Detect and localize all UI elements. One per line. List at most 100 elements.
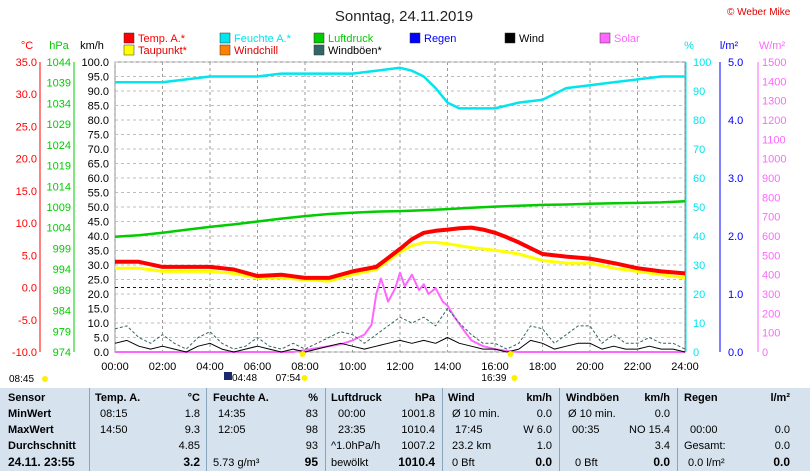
solar-tick: 800: [762, 192, 780, 204]
pressure-tick: 1029: [47, 119, 71, 131]
legend-swatch: [409, 32, 421, 44]
legend-swatch: [313, 44, 325, 56]
axis-units: °C hPa km/h% l/m² W/m²: [21, 40, 786, 52]
wind-unit-label: km/h: [80, 40, 104, 52]
legend-swatch: [123, 44, 135, 56]
stats-row-min: MinWert: [8, 408, 52, 420]
stats-rain-row3-value: 0.0: [774, 440, 790, 452]
legend-label: Windchill: [234, 45, 278, 57]
stats-table: Sensor MinWert MaxWert Durchschnitt 24.1…: [0, 388, 810, 471]
moon-icon: [224, 372, 232, 380]
legend-label: Temp. A.*: [138, 33, 186, 45]
wind-tick: 0.0: [94, 347, 109, 359]
legend-label: Solar: [614, 33, 640, 45]
sunrise-time-label: 07:54: [276, 373, 301, 384]
stats-temp-avg: 4.85: [178, 440, 200, 452]
stats-gust-row2-time: 00:35: [572, 424, 600, 436]
marker-time-label: 04:48: [232, 373, 257, 384]
stats-wind-header: Wind: [448, 392, 475, 404]
stats-humidity-min-time: 14:35: [218, 408, 246, 420]
wind-tick: 85.0: [88, 101, 109, 113]
x-tick-label: 24:00: [671, 361, 699, 373]
stats-gust-unit: km/h: [644, 392, 670, 404]
rain-tick: 1.0: [728, 289, 743, 301]
stats-pressure-min-time: 00:00: [338, 408, 366, 420]
stats-gust-row3-value: 3.4: [654, 440, 670, 452]
legend-swatch: [219, 32, 231, 44]
stats-row-max: MaxWert: [8, 424, 54, 436]
x-tick-label: 08:00: [291, 361, 319, 373]
stats-humidity-header: Feuchte A.: [213, 392, 269, 404]
sunset-marker: [507, 351, 514, 357]
x-tick-label: 16:00: [481, 361, 509, 373]
wind-tick: 15.0: [88, 304, 109, 316]
stats-row-current: 24.11. 23:55: [8, 455, 75, 469]
pressure-tick: 1024: [47, 140, 71, 152]
solar-tick: 1400: [762, 76, 786, 88]
x-tick-label: 18:00: [529, 361, 557, 373]
legend-label: Luftdruck: [328, 33, 374, 45]
series-feuchte-a: [115, 66, 685, 110]
sun-icon: [42, 376, 48, 382]
pressure-unit-label: hPa: [49, 40, 69, 52]
sun-times: 08:45 04:48 07:54 16:39: [9, 351, 518, 385]
humidity-tick: 50: [693, 202, 705, 214]
wind-tick: 45.0: [88, 217, 109, 229]
stats-pressure-unit: hPa: [414, 392, 435, 404]
stats-pressure-avg: 1007.2: [401, 440, 435, 452]
wind-tick: 50.0: [88, 202, 109, 214]
solar-tick: 300: [762, 289, 780, 301]
x-tick-label: 12:00: [386, 361, 414, 373]
stats-pressure-max-time: 23:35: [338, 424, 366, 436]
stats-temp-header: Temp. A.: [95, 392, 141, 404]
wind-tick: 10.0: [88, 318, 109, 330]
stats-rain-row2-value: 0.0: [774, 424, 790, 436]
pressure-tick: 1009: [47, 202, 71, 214]
x-tick-label: 02:00: [149, 361, 177, 373]
rain-tick: 4.0: [728, 115, 743, 127]
stats-humidity-avg: 93: [305, 440, 318, 452]
stats-humidity-max: 98: [305, 424, 318, 436]
stats-gust-row2-value: NO 15.4: [629, 424, 670, 436]
pressure-tick: 979: [53, 326, 71, 338]
pressure-tick: 974: [53, 347, 71, 359]
temp-tick: 10.0: [16, 218, 37, 230]
humidity-unit-label: %: [684, 40, 694, 52]
legend-swatch: [599, 32, 611, 44]
series-solar: [115, 271, 685, 353]
x-tick-label: 14:00: [434, 361, 462, 373]
stats-temp-max: 9.3: [184, 424, 200, 436]
pressure-tick: 989: [53, 285, 71, 297]
wind-tick: 100.0: [81, 57, 109, 69]
wind-tick: 30.0: [88, 260, 109, 272]
stats-pressure-min: 1001.8: [401, 408, 435, 420]
temp-tick: 15.0: [16, 186, 37, 198]
humidity-tick: 70: [693, 144, 705, 156]
solar-tick: 1100: [762, 134, 786, 146]
sunrise-marker: [299, 351, 306, 357]
series-wind: [114, 337, 686, 353]
legend-label: Regen: [424, 33, 456, 45]
weather-chart: Sonntag, 24.11.2019 © Weber Mike Temp. A…: [9, 7, 791, 385]
temp-tick: -10.0: [12, 347, 37, 359]
stats-wind-row1-label: Ø 10 min.: [452, 408, 500, 420]
pressure-tick: 1039: [47, 78, 71, 90]
wind-tick: 60.0: [88, 173, 109, 185]
stats-temp-unit: °C: [187, 392, 200, 404]
rain-unit-label: l/m²: [720, 40, 739, 52]
solar-tick: 400: [762, 270, 780, 282]
temp-tick: -5.0: [18, 315, 37, 327]
stats-sensor-header: Sensor: [8, 392, 46, 404]
wind-tick: 80.0: [88, 115, 109, 127]
legend-label: Windböen*: [328, 45, 383, 57]
x-tick-label: 04:00: [196, 361, 224, 373]
stats-rain-header: Regen: [684, 392, 718, 404]
series-windb-en: [114, 308, 686, 350]
stats-gust-header: Windböen: [566, 392, 620, 404]
stats-humidity-max-time: 12:05: [218, 424, 246, 436]
stats-pressure-status: bewölkt: [331, 457, 369, 469]
stats-pressure-max: 1010.4: [401, 424, 435, 436]
left-time-label: 08:45: [9, 374, 34, 385]
x-tick-label: 22:00: [624, 361, 652, 373]
x-axis-ticks: 00:00 02:00 04:00 06:00 08:00 10:00 12:00 14:00…: [101, 361, 699, 373]
